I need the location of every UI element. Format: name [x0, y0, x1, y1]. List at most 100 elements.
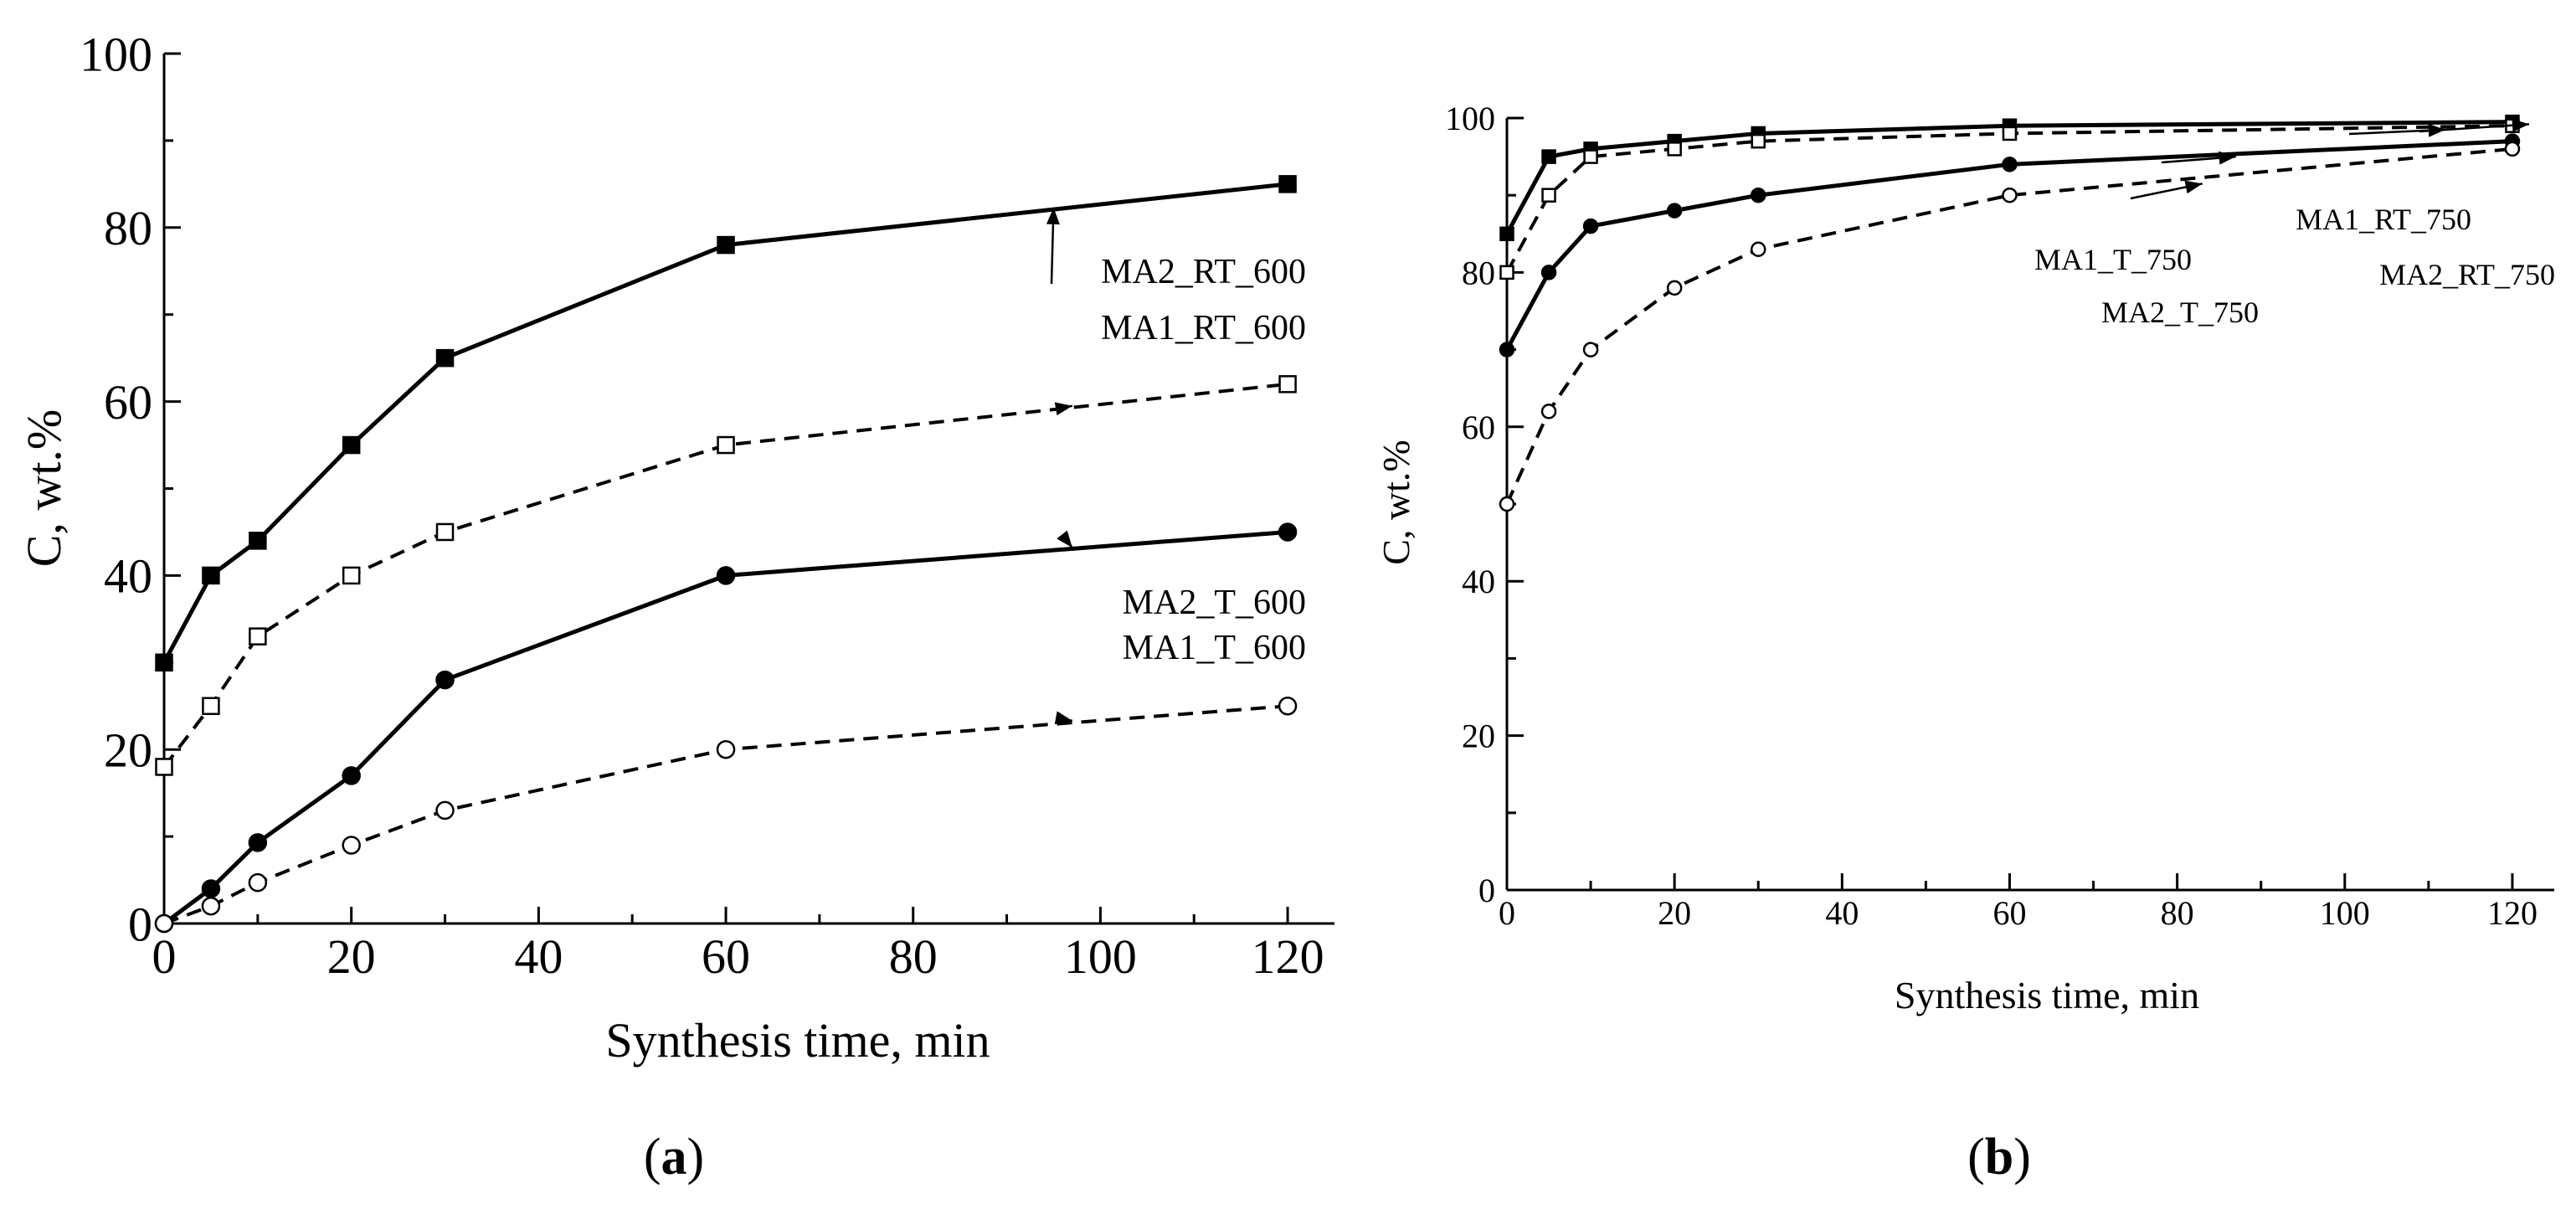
panel-label-letter: b	[1985, 1129, 2013, 1186]
y-tick-label: 80	[104, 201, 152, 255]
x-tick-label: 40	[1825, 894, 1859, 932]
data-point-marker	[1499, 342, 1515, 358]
x-tick-label: 40	[514, 929, 563, 984]
x-tick-label: 120	[2487, 894, 2537, 932]
annotation-label: MA2_T_750	[2101, 296, 2259, 329]
series-line	[163, 704, 1288, 925]
series-MA2_RT_600	[155, 175, 1297, 672]
y-tick-label: 40	[104, 549, 152, 604]
data-point-marker	[249, 532, 267, 550]
panel-label-close: )	[687, 1129, 705, 1186]
data-point-marker	[155, 653, 173, 672]
data-point-marker	[1540, 265, 1557, 280]
x-axis-label: Synthesis time, min	[605, 1013, 990, 1068]
annotation-arrow-shaft	[2419, 123, 2530, 133]
data-point-marker	[342, 836, 361, 855]
data-point-marker	[202, 566, 220, 585]
data-point-marker	[154, 913, 174, 934]
y-tick-label: 0	[128, 897, 152, 951]
data-point-marker	[1278, 175, 1297, 193]
x-tick-label: 20	[327, 929, 376, 984]
annotation: MA2_T_600	[1057, 530, 1306, 622]
data-point-marker	[1541, 149, 1556, 164]
annotation: MA2_T_750	[2101, 151, 2259, 329]
series-MA2_T_750	[1499, 133, 2521, 358]
annotation-arrowhead	[2512, 118, 2529, 132]
y-tick-label: 40	[1462, 563, 1495, 600]
series-MA1_T_600	[154, 697, 1298, 934]
x-axis-label: Synthesis time, min	[1895, 974, 2199, 1016]
data-point-marker	[1666, 280, 1683, 296]
y-tick-label: 20	[104, 723, 152, 778]
data-point-marker	[1582, 218, 1599, 234]
data-point-marker	[435, 800, 455, 821]
data-point-marker	[248, 872, 268, 893]
data-point-marker	[716, 566, 736, 585]
panel-label-close: )	[2013, 1129, 2031, 1186]
x-tick-label: 80	[2161, 894, 2194, 932]
x-tick-label: 0	[152, 929, 177, 984]
annotation-arrowhead	[1046, 207, 1060, 225]
annotation-arrowhead	[1057, 530, 1072, 548]
annotation: MA2_RT_600	[1046, 207, 1306, 291]
x-tick-label: 60	[702, 929, 750, 984]
panel-label: (b)	[1967, 1129, 2031, 1186]
x-tick-label: 120	[1252, 929, 1324, 984]
annotation-label: MA2_RT_750	[2379, 258, 2555, 291]
y-axis-label: C, wt.%	[1375, 440, 1417, 565]
data-point-marker	[1499, 496, 1515, 512]
data-point-marker	[1499, 226, 1514, 242]
annotation: MA1_RT_750	[2296, 123, 2471, 236]
panel-label-letter: a	[661, 1129, 687, 1186]
data-point-marker	[248, 833, 268, 852]
data-point-marker	[2504, 141, 2521, 157]
y-tick-label: 100	[80, 27, 152, 81]
y-tick-label: 60	[1462, 409, 1495, 446]
data-point-marker	[155, 758, 173, 776]
data-point-marker	[435, 348, 455, 368]
data-point-marker	[435, 670, 455, 690]
x-tick-label: 20	[1658, 894, 1691, 932]
data-point-marker	[201, 879, 221, 898]
x-tick-label: 0	[1499, 894, 1515, 932]
annotation-arrowhead	[2184, 180, 2203, 194]
series-MA1_RT_600	[155, 375, 1297, 776]
x-tick-label: 80	[889, 929, 938, 984]
y-axis-label: C, wt.%	[17, 409, 71, 568]
panel-label-open: (	[1967, 1129, 1985, 1186]
annotation: MA2_RT_750	[2379, 118, 2555, 291]
annotation-arrowhead	[2219, 151, 2236, 165]
data-point-marker	[1750, 187, 1766, 203]
data-point-marker	[1751, 133, 1766, 149]
data-point-marker	[1750, 241, 1766, 257]
annotation-label: MA1_T_600	[1123, 629, 1306, 667]
panel-label: (a)	[644, 1129, 704, 1186]
data-point-marker	[2002, 126, 2018, 141]
x-tick-label: 60	[1992, 894, 2026, 932]
data-point-marker	[1541, 188, 1556, 203]
data-point-marker	[1540, 404, 1557, 419]
panel-label-open: (	[644, 1129, 661, 1186]
data-point-marker	[342, 435, 361, 455]
series-MA1_RT_750	[1499, 118, 2520, 280]
annotation-arrowhead	[1054, 402, 1072, 416]
data-point-marker	[342, 566, 361, 585]
data-point-marker	[435, 522, 455, 542]
data-point-marker	[716, 739, 736, 759]
annotation: MA1_T_750	[2034, 180, 2203, 276]
chart-panel-b: 0 20 40 60 80 100 120 0 20 40 60 80 100 Synthesis tim…	[1375, 100, 2555, 1016]
y-tick-label: 60	[104, 375, 152, 430]
data-point-marker	[1278, 375, 1297, 394]
data-point-marker	[717, 235, 735, 255]
data-point-marker	[2002, 157, 2018, 172]
annotation-label: MA1_RT_600	[1101, 309, 1306, 347]
series-line	[1504, 139, 2513, 351]
data-point-marker	[202, 697, 220, 715]
data-point-marker	[1667, 141, 1682, 157]
data-point-marker	[2002, 187, 2018, 203]
annotation: MA1_T_600	[1054, 629, 1306, 725]
data-point-marker	[1278, 697, 1298, 716]
annotation-arrowhead	[1054, 711, 1072, 725]
data-point-marker	[201, 896, 221, 916]
